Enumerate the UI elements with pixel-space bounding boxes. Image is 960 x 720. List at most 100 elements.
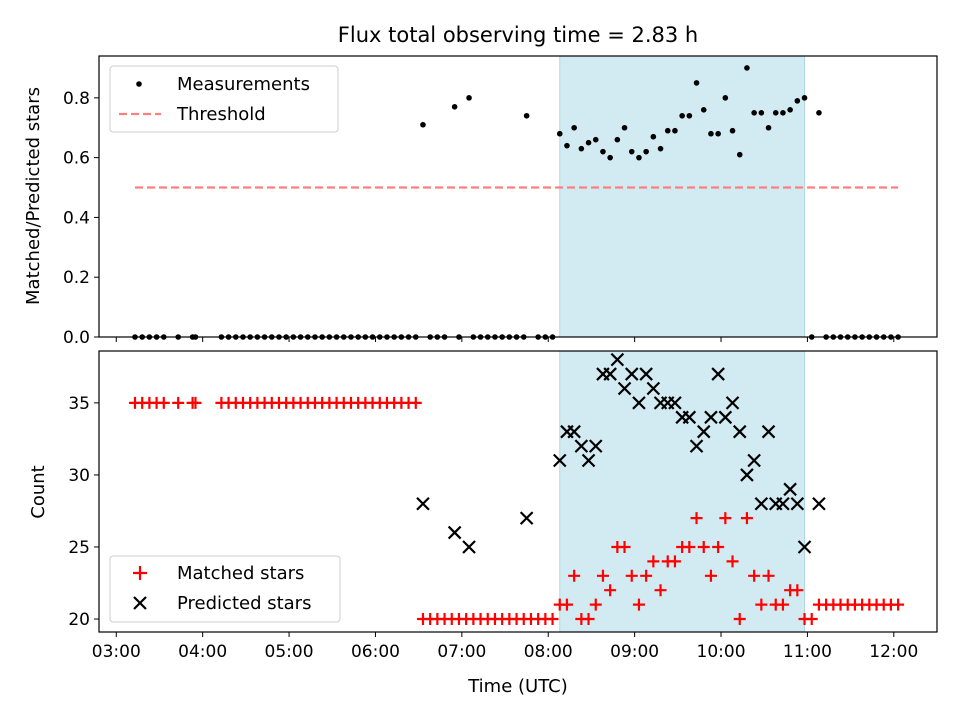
matched-star-point — [776, 598, 789, 611]
measurement-point — [466, 95, 472, 101]
measurement-point — [657, 145, 664, 152]
measurement-point — [744, 65, 750, 71]
bottom-highlight-span — [559, 350, 806, 633]
x-tick-label: 10:00 — [697, 642, 746, 662]
matched-star-point — [704, 569, 717, 582]
top-axes-frame — [98, 55, 938, 338]
legend-predicted-label: Predicted stars — [177, 593, 311, 614]
measurement-point — [628, 148, 635, 155]
bottom-y-axis-label: Count — [28, 465, 49, 518]
legend-measurements-label: Measurements — [177, 74, 310, 95]
measurement-point — [636, 154, 642, 161]
y-tick-label: 30 — [68, 466, 90, 486]
predicted-star-point — [790, 496, 805, 511]
chart-title: Flux total observing time = 2.83 h — [338, 23, 698, 47]
x-tick-label: 03:00 — [92, 642, 141, 662]
matched-star-point — [791, 584, 804, 597]
predicted-star-point — [610, 352, 625, 367]
matched-star-point — [172, 396, 185, 409]
y-tick-label: 0.0 — [63, 328, 90, 348]
y-tick-label: 0.8 — [63, 89, 90, 109]
x-tick-label: 11:00 — [783, 642, 832, 662]
y-tick-label: 0.4 — [63, 208, 90, 228]
predicted-star-point — [574, 439, 589, 453]
bottom-axis-ticks: 20 25 30 35 03:00 04:00 05:00 06:00 07:00 08:00 09… — [68, 394, 918, 662]
predicted-star-point — [581, 453, 596, 468]
predicted-star-point — [740, 468, 754, 482]
matched-star-point — [748, 569, 761, 582]
measurement-point — [700, 107, 707, 113]
matched-star-point — [640, 569, 653, 582]
measurement-point — [607, 154, 613, 161]
predicted-star-point — [668, 396, 682, 410]
y-tick-label: 25 — [68, 538, 90, 558]
x-tick-label: 06:00 — [351, 642, 400, 662]
matched-star-point — [560, 598, 573, 611]
matched-star-point — [668, 555, 681, 568]
predicted-star-point — [696, 424, 711, 439]
x-tick-label: 12:00 — [869, 642, 918, 662]
predicted-star-point — [725, 396, 740, 410]
predicted-star-point — [783, 482, 797, 497]
predicted-star-point — [519, 511, 534, 525]
measurement-point — [679, 112, 685, 119]
matched-star-point — [740, 512, 753, 525]
measurement-point — [614, 136, 621, 143]
measurement-point — [451, 104, 458, 110]
x-tick-label: 09:00 — [610, 642, 659, 662]
top-highlight-span — [559, 55, 806, 338]
measurement-point — [758, 109, 765, 116]
predicted-star-point — [632, 396, 646, 410]
predicted-star-point — [761, 424, 776, 439]
predicted-star-point — [812, 496, 826, 511]
matched-star-point — [589, 598, 602, 611]
predicted-star-point — [567, 424, 581, 439]
predicted-star-point — [704, 410, 718, 425]
x-tick-label: 04:00 — [178, 642, 227, 662]
measurement-point — [600, 148, 606, 155]
legend-matched-label: Matched stars — [177, 563, 304, 584]
top-plot-marks — [132, 65, 901, 340]
predicted-star-point — [462, 540, 476, 554]
predicted-star-point — [689, 439, 704, 453]
predicted-star-point — [711, 367, 725, 381]
legend-predicted-marker — [133, 596, 147, 610]
matched-star-point — [733, 613, 746, 626]
measurement-point — [650, 133, 657, 140]
measurement-point — [708, 130, 714, 137]
matched-star-point — [189, 396, 202, 409]
y-tick-label: 20 — [68, 610, 90, 630]
predicted-star-point — [776, 496, 790, 511]
predicted-star-point — [416, 496, 430, 511]
top-axis-ticks: 0.0 0.2 0.4 0.6 0.8 — [63, 89, 895, 348]
predicted-star-point — [552, 453, 567, 468]
measurement-point — [556, 130, 563, 137]
measurement-point — [672, 127, 678, 134]
matched-star-point — [726, 555, 739, 568]
legend-threshold-label: Threshold — [176, 104, 266, 125]
matched-star-point — [690, 512, 703, 525]
measurement-point — [722, 95, 729, 101]
y-tick-label: 0.2 — [63, 268, 90, 288]
matched-star-point — [762, 569, 775, 582]
measurement-point — [571, 124, 577, 131]
measurement-point — [564, 142, 570, 149]
predicted-star-point — [639, 367, 653, 381]
measurement-point — [523, 112, 530, 119]
top-panel: 0.00.20.40.60.8 Matched/Predicted stars … — [23, 55, 938, 348]
measurement-point — [772, 109, 779, 116]
matched-star-point — [697, 540, 710, 553]
measurement-point — [729, 127, 736, 134]
measurement-point — [643, 148, 649, 155]
measurement-point — [578, 145, 585, 152]
y-tick-label: 0.6 — [63, 149, 90, 169]
predicted-star-point — [603, 367, 617, 381]
measurement-point — [715, 130, 721, 137]
legend-measurements-marker — [136, 81, 142, 87]
predicted-star-point — [747, 453, 761, 468]
measurement-point — [816, 109, 822, 116]
measurement-point — [751, 109, 757, 116]
measurement-point — [765, 124, 772, 131]
matched-star-point — [625, 569, 638, 582]
